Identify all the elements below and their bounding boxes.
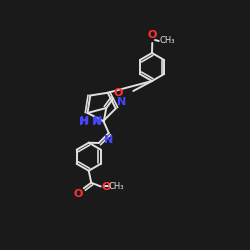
- Text: CH₃: CH₃: [109, 182, 124, 191]
- Text: N: N: [117, 97, 126, 107]
- Text: O: O: [114, 88, 123, 98]
- Text: O: O: [102, 182, 111, 192]
- Text: H N: H N: [80, 116, 102, 126]
- Text: O: O: [74, 190, 83, 200]
- Text: O: O: [148, 30, 157, 40]
- Text: CH₃: CH₃: [160, 36, 176, 46]
- Text: H N: H N: [79, 117, 101, 127]
- Text: N: N: [104, 136, 113, 145]
